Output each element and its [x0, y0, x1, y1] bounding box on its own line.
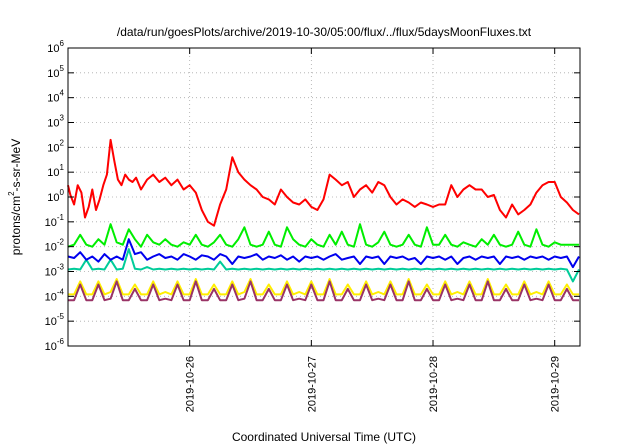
series-line-1 [67, 138, 580, 227]
y-tick-label: 10-1 [45, 213, 65, 229]
y-axis-label: protons/cm2-s-sr-MeV [7, 139, 23, 255]
y-tick-exponent: -6 [57, 337, 65, 346]
y-tick-exponent: -5 [57, 312, 65, 321]
y-tick-mantissa: 10 [45, 316, 57, 328]
y-tick-exponent: 3 [60, 114, 65, 123]
y-tick-label: 10-4 [45, 287, 65, 303]
y-tick-mantissa: 10 [47, 68, 59, 80]
y-tick-exponent: 4 [60, 89, 65, 98]
y-tick-label: 10-2 [45, 238, 65, 254]
series-group [67, 138, 580, 302]
x-tick-label: 2019-10-26 [185, 356, 197, 412]
y-tick-mantissa: 10 [47, 118, 59, 130]
y-tick-mantissa: 10 [45, 267, 57, 279]
y-tick-exponent: 0 [60, 188, 65, 197]
y-tick-label: 101 [47, 163, 64, 179]
y-tick-mantissa: 10 [47, 167, 59, 179]
y-axis-label-base: protons/cm [9, 196, 23, 255]
x-tick-label: 2019-10-28 [428, 356, 440, 412]
y-tick-label: 102 [47, 138, 64, 154]
y-tick-exponent: -3 [57, 263, 65, 272]
y-tick-mantissa: 10 [45, 217, 57, 229]
series-line-5 [68, 278, 579, 296]
y-tick-label: 10-5 [45, 312, 65, 328]
chart-title: /data/run/goesPlots/archive/2019-10-30/0… [117, 25, 532, 39]
y-tick-mantissa: 10 [47, 43, 59, 55]
y-tick-label: 10-3 [45, 263, 65, 279]
y-tick-label: 103 [47, 114, 64, 130]
y-tick-mantissa: 10 [47, 192, 59, 204]
y-tick-mantissa: 10 [45, 341, 57, 353]
y-tick-mantissa: 10 [47, 93, 59, 105]
x-tick-label: 2019-10-29 [550, 356, 562, 412]
y-tick-label: 106 [47, 39, 64, 55]
y-tick-mantissa: 10 [45, 291, 57, 303]
y-tick-exponent: 6 [60, 39, 65, 48]
y-tick-mantissa: 10 [45, 242, 57, 254]
x-axis-ticks: 2019-10-26 2019-10-27 2019-10-28 2019-10-29… [185, 48, 562, 412]
series-line-6 [68, 280, 579, 302]
x-tick-label: 2019-10-27 [306, 356, 318, 412]
y-tick-label: 105 [47, 64, 64, 80]
y-tick-exponent: -2 [57, 238, 65, 247]
y-tick-exponent: -4 [57, 287, 65, 296]
series-line-3 [67, 248, 580, 283]
y-tick-label: 10-6 [45, 337, 65, 353]
y-tick-mantissa: 10 [47, 142, 59, 154]
plot-frame [67, 47, 581, 347]
y-axis-label-exponent: 2 [7, 191, 16, 196]
series-line-2 [67, 223, 579, 248]
y-tick-exponent: 1 [60, 163, 65, 172]
y-tick-exponent: 2 [60, 138, 65, 147]
y-tick-exponent: 5 [60, 64, 65, 73]
series-line-4 [67, 238, 580, 269]
y-tick-label: 100 [47, 188, 64, 204]
y-tick-label: 104 [47, 89, 64, 105]
x-axis-label: Coordinated Universal Time (UTC) [232, 430, 416, 444]
y-axis-label-rest: -s-sr-MeV [9, 139, 23, 192]
y-tick-exponent: -1 [57, 213, 65, 222]
